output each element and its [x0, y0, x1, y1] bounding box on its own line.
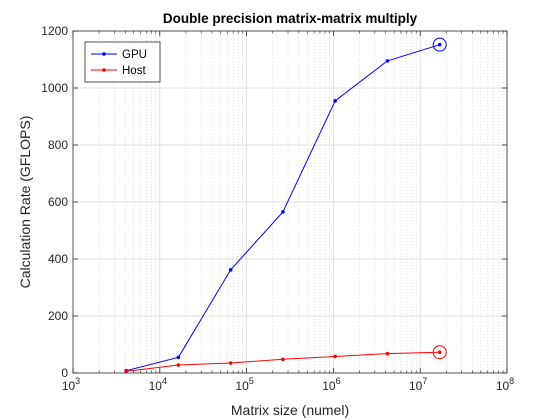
- y-tick-label: 600: [48, 195, 68, 209]
- x-tick-label: 104: [149, 376, 167, 393]
- chart-title: Double precision matrix-matrix multiply: [163, 11, 418, 26]
- y-tick-label: 800: [48, 138, 68, 152]
- grid: [73, 31, 507, 373]
- x-tick-label: 106: [322, 376, 340, 393]
- legend-box: [84, 41, 161, 83]
- y-tick-label: 0: [61, 366, 68, 380]
- x-tick-label: 105: [235, 376, 253, 393]
- y-tick-label: 1000: [41, 81, 68, 95]
- highlight-circle-gpu: [432, 37, 447, 52]
- data-point-host: [437, 350, 442, 354]
- data-point-gpu: [437, 42, 442, 47]
- x-axis-title: Matrix size (numel): [231, 402, 349, 418]
- x-tick-label: 103: [62, 376, 80, 393]
- legend-label-host: Host: [122, 65, 146, 77]
- data-point-gpu: [385, 59, 390, 63]
- data-point-gpu: [228, 268, 233, 272]
- highlight-circle-host: [432, 345, 447, 360]
- data-point-host: [281, 357, 285, 362]
- series-layer: [124, 37, 447, 374]
- legend-marker-gpu: [102, 52, 106, 56]
- legend: GPU Host: [84, 41, 161, 83]
- legend-marker-host: [102, 68, 106, 72]
- data-point-host: [176, 363, 181, 367]
- y-tick-label: 1200: [41, 24, 68, 38]
- data-point-gpu: [176, 355, 181, 360]
- x-tick-label: 108: [496, 376, 514, 393]
- data-point-gpu: [333, 99, 337, 103]
- ticks: 103 104 105 106 107 108 0 200 400 600 800 1000 1200: [41, 24, 514, 393]
- y-axis-title: Calculation Rate (GFLOPS): [17, 116, 33, 289]
- y-tick-label: 400: [48, 252, 68, 266]
- data-point-gpu: [281, 210, 285, 214]
- x-tick-label: 107: [409, 376, 427, 393]
- data-point-host: [124, 369, 128, 374]
- y-tick-label: 200: [48, 309, 68, 323]
- legend-label-gpu: GPU: [122, 49, 147, 61]
- data-point-host: [228, 361, 233, 365]
- data-point-host: [385, 351, 390, 356]
- data-point-host: [333, 354, 337, 359]
